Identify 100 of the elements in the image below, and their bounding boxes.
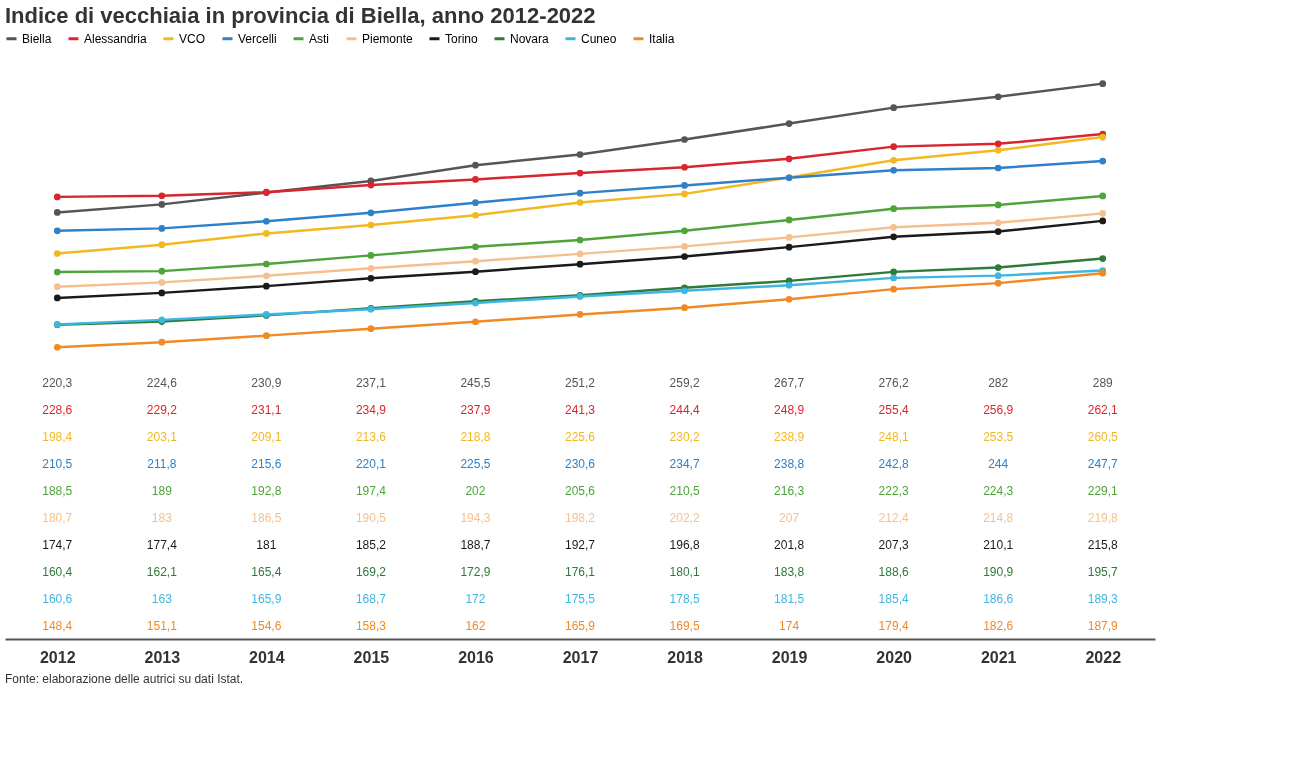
- data-label: 183,8: [774, 564, 805, 579]
- point: [367, 181, 375, 189]
- data-label: 188,6: [878, 564, 909, 579]
- point: [53, 283, 61, 291]
- data-label: 168,7: [355, 591, 387, 606]
- point: [890, 166, 897, 174]
- data-label: 230,9: [251, 375, 282, 390]
- point: [472, 268, 479, 276]
- point: [1099, 192, 1107, 200]
- data-label: 177,4: [146, 537, 178, 552]
- data-label: 205,6: [564, 483, 596, 498]
- legend-label: Vercelli: [238, 31, 277, 46]
- legend-label: Italia: [649, 31, 675, 46]
- point: [158, 289, 166, 297]
- x-tick-label: 2022: [1085, 648, 1122, 666]
- data-label: 219,8: [1087, 510, 1119, 525]
- point: [681, 304, 688, 312]
- point: [890, 274, 897, 282]
- point: [576, 236, 584, 244]
- point: [367, 325, 375, 333]
- data-label: 229,1: [1087, 483, 1119, 498]
- data-label: 260,5: [1087, 429, 1119, 444]
- point: [1099, 217, 1107, 225]
- point: [158, 338, 166, 346]
- x-tick-label: 2017: [562, 648, 599, 666]
- data-label: 238,8: [774, 456, 805, 471]
- point: [890, 205, 897, 213]
- data-label: 172,9: [460, 564, 491, 579]
- point: [890, 268, 897, 276]
- data-label: 210,1: [983, 537, 1014, 552]
- point: [890, 233, 897, 241]
- point: [576, 260, 584, 268]
- data-label: 248,9: [774, 402, 805, 417]
- data-label: 189,3: [1087, 591, 1119, 606]
- point: [472, 257, 479, 265]
- point: [158, 241, 166, 249]
- data-label: 190,9: [983, 564, 1014, 579]
- data-label: 148,4: [42, 618, 73, 633]
- point: [890, 285, 897, 293]
- data-label: 267,7: [774, 375, 805, 390]
- point: [785, 155, 793, 163]
- legend-label: VCO: [179, 31, 206, 46]
- legend-label: Cuneo: [581, 31, 617, 46]
- point: [576, 250, 584, 258]
- data-label: 245,5: [460, 375, 491, 390]
- data-label: 253,5: [983, 429, 1014, 444]
- point: [472, 318, 479, 326]
- point: [53, 250, 61, 257]
- chart-title: Indice di vecchiaia in provincia di Biella, anno 2012-2022: [5, 3, 596, 28]
- data-label: 207,3: [878, 537, 909, 552]
- data-label: 180,7: [42, 510, 73, 525]
- data-label: 228,6: [42, 402, 73, 417]
- data-label: 194,3: [460, 510, 491, 525]
- point: [1099, 210, 1107, 217]
- data-label: 201,8: [774, 537, 805, 552]
- data-label: 202,2: [669, 510, 700, 525]
- point: [890, 223, 897, 231]
- point: [472, 176, 479, 183]
- data-label: 196,8: [669, 537, 700, 552]
- point: [994, 93, 1002, 101]
- point: [53, 268, 61, 276]
- point: [263, 282, 270, 290]
- data-label: 244,4: [669, 402, 700, 417]
- data-label: 195,7: [1087, 564, 1119, 579]
- data-label: 189: [151, 483, 173, 498]
- legend-label: Asti: [309, 31, 330, 46]
- x-tick-label: 2016: [458, 648, 494, 666]
- point: [472, 243, 479, 251]
- data-label: 178,5: [669, 591, 700, 606]
- point: [681, 253, 688, 260]
- point: [1099, 255, 1107, 262]
- point: [53, 227, 61, 235]
- data-label: 224,6: [146, 375, 178, 390]
- x-tick-label: 2014: [249, 648, 285, 666]
- point: [785, 120, 793, 127]
- data-label: 163: [151, 591, 173, 606]
- point: [472, 211, 479, 219]
- data-label: 182,6: [983, 618, 1014, 633]
- data-label: 248,1: [878, 429, 909, 444]
- point: [158, 267, 166, 275]
- point: [158, 279, 166, 286]
- point: [53, 294, 61, 302]
- data-label: 202: [465, 483, 486, 498]
- data-label: 158,3: [355, 618, 387, 633]
- data-label: 220,3: [42, 375, 73, 390]
- data-label: 231,1: [251, 402, 282, 417]
- data-label: 185,4: [878, 591, 909, 606]
- point: [785, 216, 793, 224]
- data-label: 188,7: [460, 537, 491, 552]
- point: [53, 193, 61, 201]
- data-label: 242,8: [878, 456, 909, 471]
- x-tick-label: 2015: [353, 648, 390, 666]
- data-label: 262,1: [1087, 402, 1119, 417]
- data-label: 186,6: [983, 591, 1014, 606]
- point: [576, 311, 584, 318]
- data-label: 203,1: [146, 429, 178, 444]
- data-label: 216,3: [774, 483, 805, 498]
- legend-label: Torino: [445, 31, 479, 46]
- data-label: 282: [988, 375, 1009, 390]
- data-label: 255,4: [878, 402, 909, 417]
